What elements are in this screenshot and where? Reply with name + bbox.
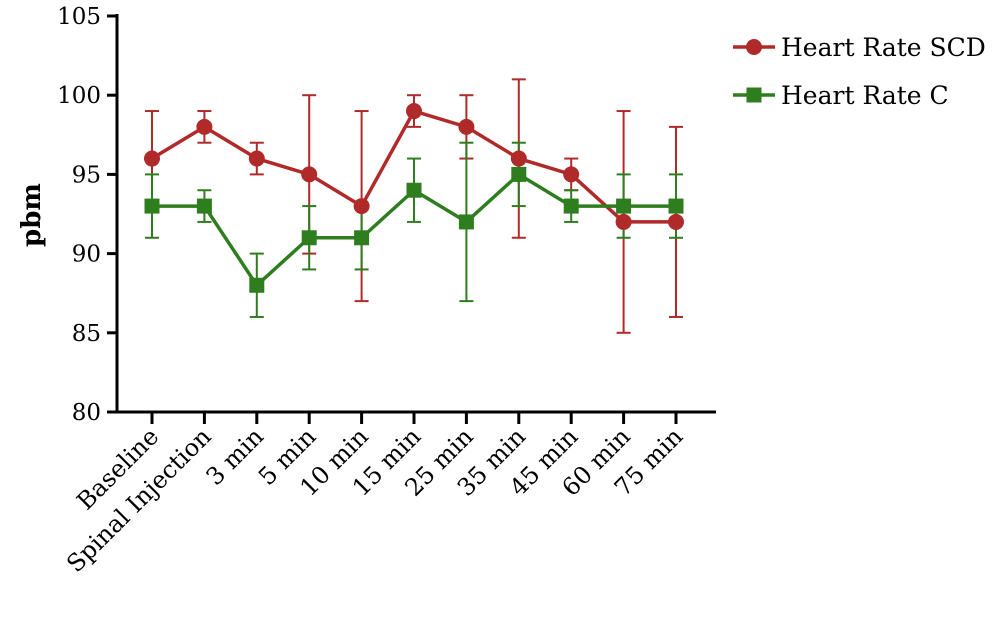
- data-point: [301, 230, 317, 246]
- y-axis-label: pbm: [17, 183, 47, 247]
- y-tick-label: 100: [57, 83, 101, 109]
- data-point: [144, 150, 160, 167]
- legend-label: Heart Rate C: [781, 81, 949, 110]
- data-point: [354, 230, 370, 246]
- legend-marker: [746, 87, 762, 103]
- data-point: [406, 182, 422, 198]
- data-point: [196, 118, 213, 135]
- data-point: [563, 166, 580, 183]
- data-point: [563, 198, 579, 214]
- legend-item: Heart Rate SCD: [733, 33, 986, 62]
- y-tick-label: 80: [72, 400, 101, 426]
- data-point: [144, 198, 160, 214]
- data-point: [353, 198, 370, 215]
- data-point: [458, 118, 475, 135]
- legend-item: Heart Rate C: [733, 81, 949, 110]
- legend: Heart Rate SCD Heart Rate C: [733, 33, 986, 110]
- data-point: [249, 277, 265, 293]
- x-tick-label: 3 min: [201, 422, 269, 490]
- legend-marker: [746, 39, 762, 55]
- legend-label: Heart Rate SCD: [781, 33, 986, 62]
- data-point: [668, 213, 684, 230]
- series-markers: [144, 103, 684, 293]
- data-point: [301, 166, 318, 183]
- y-tick-label: 95: [72, 162, 101, 188]
- data-point: [616, 198, 632, 214]
- data-point: [615, 213, 632, 230]
- data-point: [510, 150, 527, 167]
- y-tick-label: 105: [57, 4, 101, 30]
- data-point: [511, 166, 527, 182]
- data-point: [406, 103, 422, 120]
- data-point: [196, 198, 212, 214]
- y-tick-label: 90: [72, 242, 101, 268]
- axes: [115, 14, 716, 414]
- data-point: [458, 214, 474, 230]
- y-tick-label: 85: [72, 321, 101, 347]
- data-point: [248, 150, 265, 167]
- y-ticks: 80 85 90 95 100 105: [57, 4, 117, 426]
- data-point: [668, 198, 684, 214]
